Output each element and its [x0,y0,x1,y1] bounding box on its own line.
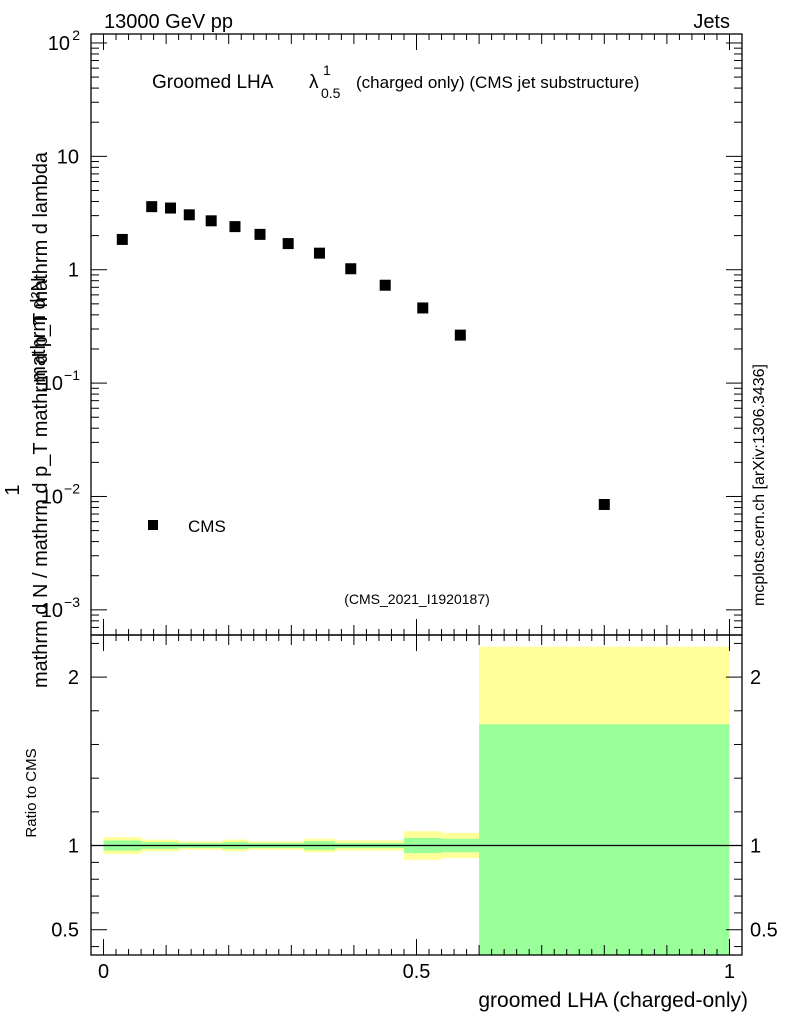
header-left: 13000 GeV pp [104,11,233,33]
y-tick-exponent: −2 [64,480,80,496]
cms-data-point [313,247,325,259]
cms-data-point [282,238,294,250]
ylabel-numerator: mathrm d²N [28,277,50,383]
y-tick-label: 10 [48,33,70,55]
y-tick-exponent: −1 [64,367,80,383]
y-tick-label: 10 [41,486,63,508]
ratio-y-tick-label: 1 [68,836,79,858]
ratio-xlabel: groomed LHA (charged-only) [478,989,748,1012]
title-symbol: λ [309,72,319,93]
header-right: Jets [693,11,730,33]
ratio-y-tick-label: 2 [68,667,79,689]
legend: CMS [148,517,226,536]
y-tick-label: 10 [41,600,63,622]
cms-data-point [205,215,217,227]
cms-data-point [379,279,391,291]
main-x-ticks [103,34,730,635]
main-plot-frame [90,33,743,636]
ratio-ylabel: Ratio to CMS [23,748,40,837]
side-credit-label: mcplots.cern.ch [arXiv:1306.3436] [751,364,768,606]
ratio-band-green [479,724,730,955]
main-data-points [116,201,610,510]
legend-label-cms: CMS [188,517,226,536]
cms-data-point [345,263,357,275]
cms-data-point [254,228,266,240]
ratio-x-tick-label: 0 [98,961,109,983]
ylabel-one: 1 [2,484,24,495]
plot-title: Groomed LHA λ 1 0.5 (charged only) (CMS … [152,62,639,101]
cms-data-point [598,498,610,510]
ratio-bands [103,646,730,955]
ratio-x-tick-label: 0.5 [403,961,431,983]
ratio-y-tick-label-right: 2 [750,667,761,689]
cms-data-point [454,329,466,341]
ratio-y-tick-label: 0.5 [51,920,79,942]
ratio-y-tick-label-right: 0.5 [750,920,778,942]
ratio-x-tick-label: 1 [724,961,735,983]
cms-data-point [229,221,241,233]
legend-marker-cms [148,520,158,530]
title-main: Groomed LHA [152,72,274,93]
ratio-plot-panel: 2 21 10.5 0.5 0 0.5 1 Ratio to CMS groomed LH… [23,634,778,1012]
ratio-y-tick-label-right: 1 [750,836,761,858]
title-rest: (charged only) (CMS jet substructure) [356,73,639,92]
cms-data-point [146,201,158,213]
cms-data-point [164,202,176,214]
cms-data-point [116,233,128,245]
y-tick-label: 10 [41,373,63,395]
ylabel-denominator: mathrm d N / mathrm d p_T mathrm d p_T m… [30,151,52,688]
y-tick-exponent: 2 [72,27,80,43]
y-tick-exponent: −3 [64,594,80,610]
main-ylabel: 1 mathrm d²N mathrm d N / mathrm d p_T m… [2,151,52,688]
ratio-y-ticks: 2 2 1 1 0.5 0.5 [51,642,778,948]
analysis-annotation: (CMS_2021_I1920187) [344,591,490,607]
y-tick-label: 1 [68,260,79,282]
title-sub: 0.5 [321,85,341,101]
cms-data-point [183,209,195,221]
cms-data-point [417,302,429,314]
title-sup: 1 [323,62,331,78]
ratio-x-ticks: 0 0.5 1 [98,635,735,983]
y-tick-label: 10 [57,146,79,168]
